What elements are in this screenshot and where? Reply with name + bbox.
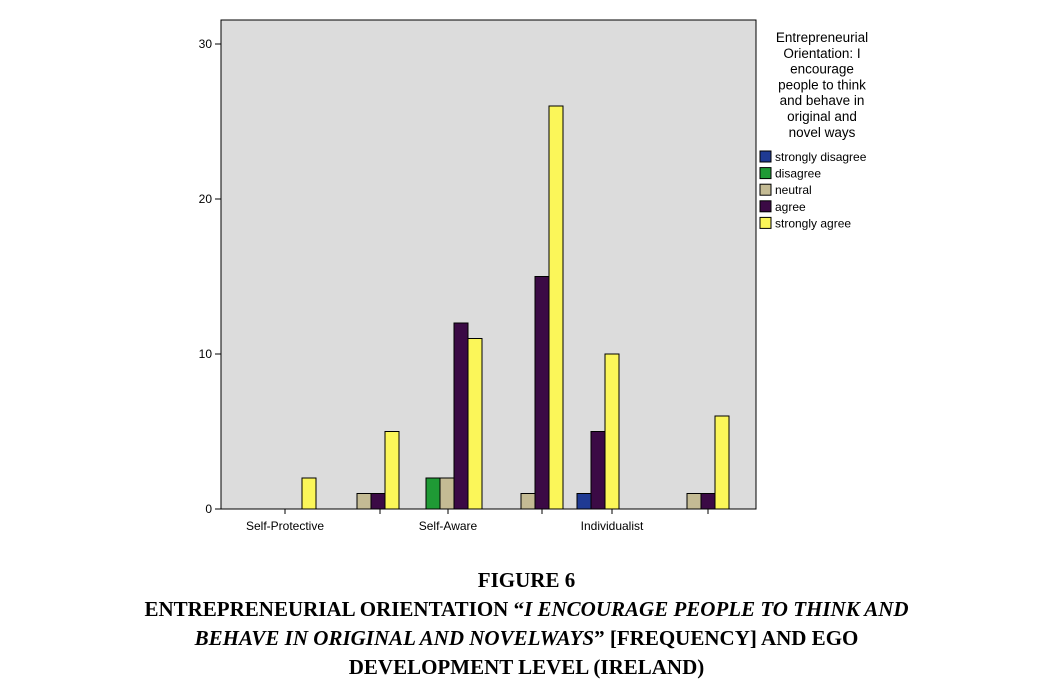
legend-title-line: Orientation: I xyxy=(783,46,860,61)
legend-title-line: Entrepreneurial xyxy=(776,30,868,45)
legend-swatch xyxy=(759,216,772,229)
bar-neutral-2 xyxy=(439,477,455,510)
y-tick-label: 0 xyxy=(205,502,212,516)
legend-label: disagree xyxy=(775,167,821,181)
legend-label: neutral xyxy=(775,183,812,197)
legend-swatch xyxy=(759,183,772,196)
bar-disagree-2 xyxy=(425,477,441,510)
legend-title-line: novel ways xyxy=(789,125,856,140)
bar-agree-4 xyxy=(590,431,606,510)
bar-strongly-agree-3 xyxy=(548,105,564,510)
legend-title-line: encourage xyxy=(790,62,854,77)
y-tick-label: 20 xyxy=(199,192,213,206)
caption-line-4: DEVELOPMENT LEVEL (IRELAND) xyxy=(348,655,705,679)
caption-line-2: ENTREPRENEURIAL ORIENTATION “I ENCOURAGE… xyxy=(0,595,1053,624)
legend-title-line: original and xyxy=(787,109,857,124)
caption-text-3a: BEHAVE IN ORIGINAL AND NOVELWAYS xyxy=(194,626,595,650)
bar-agree-5 xyxy=(700,493,716,510)
legend-swatch xyxy=(759,167,772,180)
bar-strongly-disagree-4 xyxy=(576,493,592,510)
bar-chart: 0 10 20 30 Self-Protective Self-Aware Individ… xyxy=(199,19,868,533)
legend-label: strongly agree xyxy=(775,216,851,230)
legend-label: strongly disagree xyxy=(775,150,867,164)
bar-strongly-agree-4 xyxy=(604,353,620,510)
bar-strongly-agree-1 xyxy=(384,431,400,510)
caption-text-2b: I ENCOURAGE PEOPLE TO THINK AND xyxy=(524,597,909,621)
bar-strongly-agree-5 xyxy=(714,415,730,510)
legend-label: agree xyxy=(775,200,806,214)
bar-neutral-5 xyxy=(686,493,702,510)
plot-area xyxy=(220,19,757,510)
bar-agree-1 xyxy=(370,493,386,510)
bar-neutral-3 xyxy=(520,493,536,510)
legend-title-line: people to think xyxy=(778,77,866,92)
legend-swatch xyxy=(759,200,772,213)
bar-strongly-agree-0 xyxy=(301,477,317,510)
legend-swatch xyxy=(759,150,772,163)
y-tick-label: 10 xyxy=(199,347,213,361)
x-axis: Self-Protective Self-Aware Individualist xyxy=(246,509,709,533)
figure-caption: FIGURE 6 ENTREPRENEURIAL ORIENTATION “I … xyxy=(0,566,1053,682)
x-tick-label: Self-Aware xyxy=(419,519,478,533)
caption-text-3b: ” [FREQUENCY] AND EGO xyxy=(594,626,859,650)
legend-title-line: and behave in xyxy=(780,93,865,108)
bars-group xyxy=(301,105,730,510)
caption-line-3: BEHAVE IN ORIGINAL AND NOVELWAYS” [FREQU… xyxy=(0,624,1053,653)
bar-agree-2 xyxy=(453,322,469,510)
y-tick-label: 30 xyxy=(199,37,213,51)
x-tick-label: Self-Protective xyxy=(246,519,324,533)
x-tick-label: Individualist xyxy=(581,519,644,533)
y-axis: 0 10 20 30 xyxy=(199,37,221,516)
bar-neutral-1 xyxy=(356,493,372,510)
figure-label: FIGURE 6 xyxy=(477,568,576,592)
caption-text-2a: ENTREPRENEURIAL ORIENTATION “ xyxy=(144,597,525,621)
bar-agree-3 xyxy=(534,276,550,510)
bar-strongly-agree-2 xyxy=(467,338,483,510)
